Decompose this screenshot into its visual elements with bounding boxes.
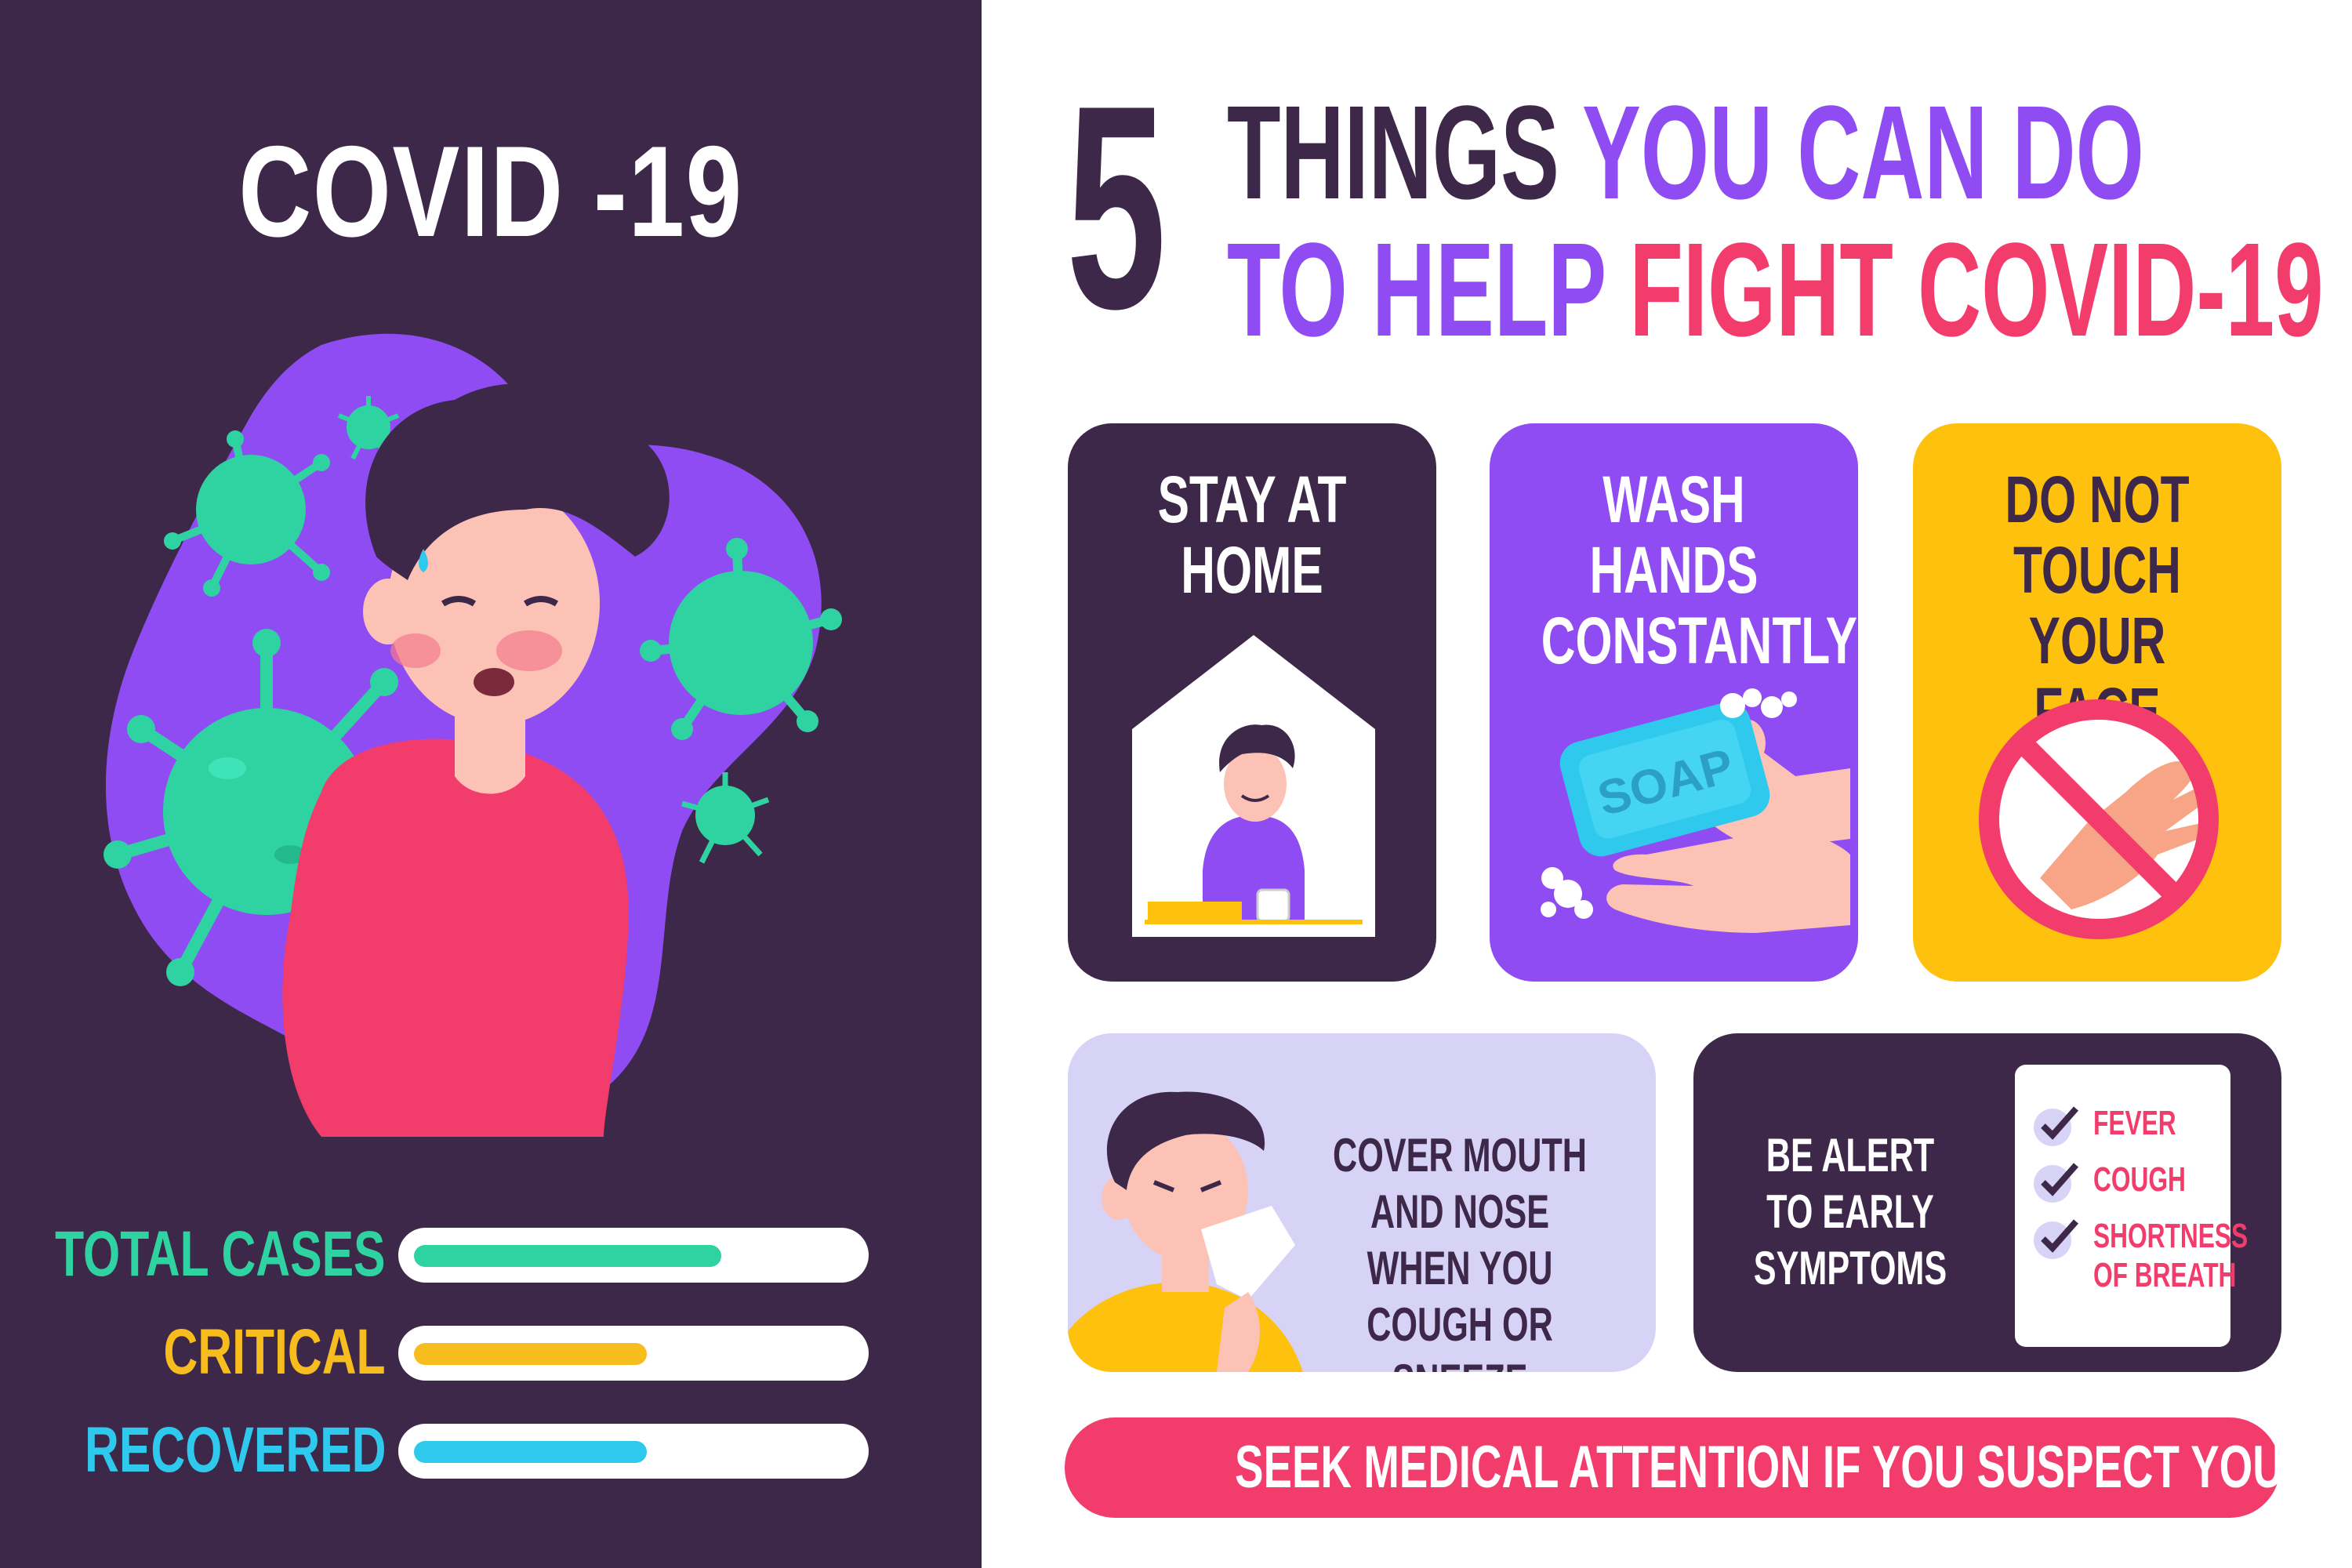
card-title: WASH HANDS CONSTANTLY xyxy=(1541,463,1858,677)
person-body xyxy=(282,739,629,1137)
no-sign-icon xyxy=(1979,699,2219,939)
card-title: BE ALERT TO EARLY SYMPTOMS xyxy=(1753,1129,1947,1294)
headline-line-1: THINGS YOU CAN DO xyxy=(1227,86,2144,220)
left-title: COVID -19 xyxy=(238,119,743,263)
card-cover-mouth: COVER MOUTH AND NOSE WHEN YOU COUGH OR S… xyxy=(1068,1033,1656,1372)
symptom-checklist: FEVER COUGH SHORTNESS OF BREATH xyxy=(2015,1065,2248,1347)
card-title: STAY AT HOME xyxy=(1157,463,1347,607)
virus-icon-small-top xyxy=(164,430,330,597)
person-hair xyxy=(365,383,670,580)
checkmark-icon xyxy=(2034,1106,2078,1146)
card-stay-home: STAY AT HOME xyxy=(1068,423,1436,982)
card-wash-hands: WASH HANDS CONSTANTLY SOAP xyxy=(1490,423,1858,982)
headline-line-2: TO HELP FIGHT COVID-19 xyxy=(1227,223,2324,357)
virus-icon-small-right xyxy=(681,772,770,864)
stat-row-total-cases: TOTAL CASES xyxy=(0,1218,982,1290)
house-icon xyxy=(1132,635,1375,937)
stat-label: RECOVERED xyxy=(84,1414,386,1486)
stat-track xyxy=(398,1326,869,1381)
headline-fight-covid: FIGHT COVID-19 xyxy=(1629,216,2324,365)
virus-icon-right xyxy=(640,538,842,740)
stat-label: CRITICAL xyxy=(163,1316,386,1388)
headline-number: 5 xyxy=(1066,45,1167,369)
checkmark-icon xyxy=(2034,1219,2078,1259)
sneezing-person-illustration xyxy=(1068,1091,1303,1372)
stat-track xyxy=(398,1424,869,1479)
stat-label: TOTAL CASES xyxy=(55,1218,386,1290)
headline-to-help: TO HELP xyxy=(1227,216,1606,365)
sick-person-illustration xyxy=(103,333,842,1137)
virus-icon-tiny xyxy=(337,396,400,460)
card-title: COVER MOUTH AND NOSE WHEN YOU COUGH OR S… xyxy=(1333,1129,1587,1372)
card-be-alert: BE ALERT TO EARLY SYMPTOMS FEVER COUGH S… xyxy=(1693,1033,2281,1372)
banner-text: SEEK MEDICAL ATTENTION IF YOU SUSPECT YO… xyxy=(1235,1434,2352,1501)
checkmark-icon xyxy=(2034,1163,2078,1203)
left-panel: COVID -19 xyxy=(0,0,982,1568)
soap-icon: SOAP xyxy=(1541,688,1850,933)
stat-row-critical: CRITICAL xyxy=(0,1316,982,1388)
headline-you-can-do: YOU CAN DO xyxy=(1582,78,2144,227)
stat-row-recovered: RECOVERED xyxy=(0,1414,982,1486)
stat-fill xyxy=(414,1441,647,1463)
stat-track xyxy=(398,1228,869,1283)
stat-fill xyxy=(414,1343,647,1365)
headline-things: THINGS xyxy=(1227,78,1559,227)
stat-fill xyxy=(414,1245,721,1267)
seek-medical-banner: SEEK MEDICAL ATTENTION IF YOU SUSPECT YO… xyxy=(1065,1417,2352,1518)
